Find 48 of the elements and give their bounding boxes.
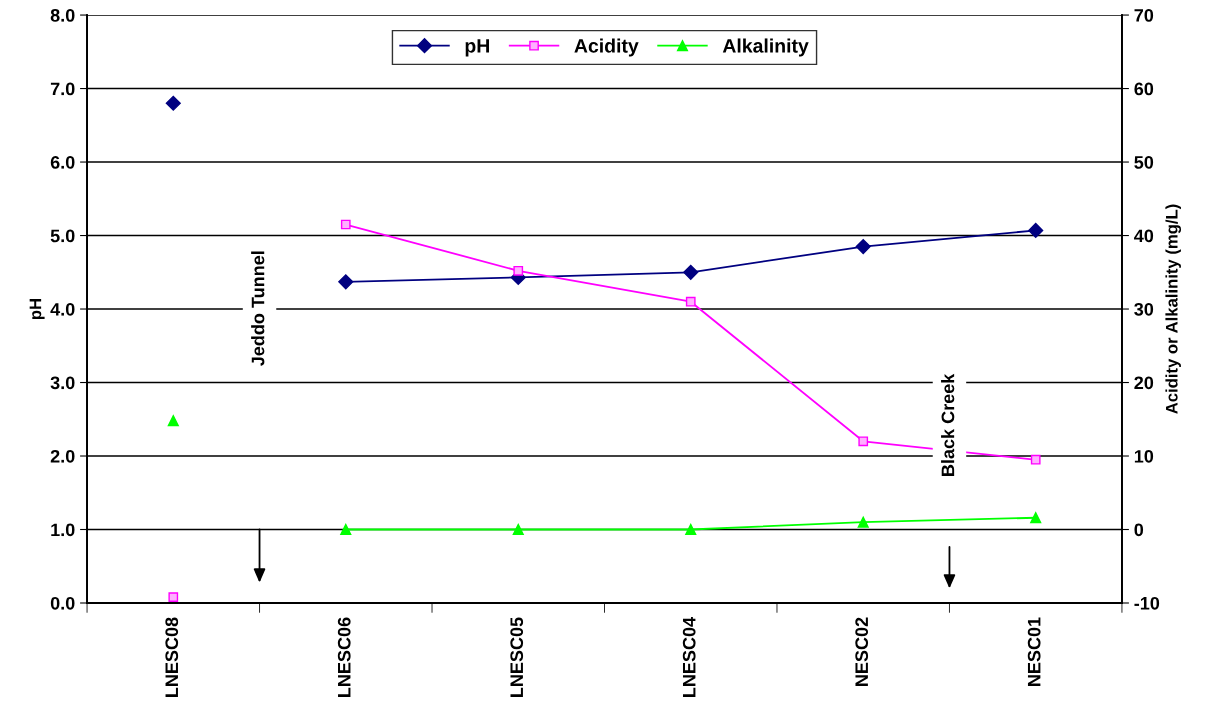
y-tick-label: 4.0 [50, 302, 75, 316]
point [512, 523, 524, 536]
point [858, 436, 869, 447]
y2-tick-label: -10 [1134, 596, 1160, 610]
legend-label: pH [465, 39, 489, 57]
point [340, 219, 351, 230]
y2-tick-label: 0 [1134, 523, 1144, 537]
point [165, 95, 181, 111]
y-tick-label: 8.0 [50, 8, 75, 22]
y2-tick-label: 50 [1134, 155, 1154, 169]
y2-tick-label: 10 [1134, 449, 1154, 463]
y-tick-label: 2.0 [50, 449, 75, 463]
y2-tick-label: 20 [1134, 376, 1154, 390]
point [1030, 454, 1041, 465]
point [168, 592, 179, 602]
x-tick-label: NESC01 [1027, 617, 1041, 686]
x-tick-label: NESC02 [855, 617, 869, 686]
point [685, 523, 697, 536]
point [855, 238, 871, 255]
y2-tick-label: 40 [1134, 229, 1154, 243]
y2-tick-label: 30 [1134, 302, 1154, 316]
point [1030, 512, 1042, 524]
y-tick-label: 5.0 [50, 229, 75, 243]
point [683, 264, 699, 280]
y-axis-title: pH [29, 299, 45, 320]
point [340, 523, 352, 536]
point [513, 265, 524, 276]
y-tick-label: 1.0 [51, 523, 75, 537]
y2-tick-label: 70 [1134, 8, 1154, 22]
legend-label: Alkalinity [722, 38, 809, 57]
y-tick-label: 3.0 [50, 376, 75, 390]
y2-tick-label: 60 [1134, 82, 1154, 96]
point [857, 516, 869, 528]
x-tick-label: LNESC04 [682, 616, 696, 697]
point [338, 274, 354, 290]
point [685, 296, 696, 307]
point [1028, 222, 1044, 238]
x-tick-label: LNESC08 [165, 617, 179, 697]
annotation: Jeddo Tunnel [251, 251, 265, 366]
y-tick-label: 0.0 [50, 596, 75, 610]
annotation: Black Creek [941, 373, 955, 476]
y-tick-label: 6.0 [50, 155, 75, 169]
legend-label: Acidity [574, 38, 639, 57]
y-tick-label: 7.0 [50, 82, 75, 96]
y2-axis-title: Acidity or Alkalinity (mg/L) [1165, 204, 1182, 414]
x-tick-label: LNESC06 [337, 617, 351, 697]
point [167, 415, 179, 427]
x-tick-label: LNESC05 [510, 617, 524, 697]
